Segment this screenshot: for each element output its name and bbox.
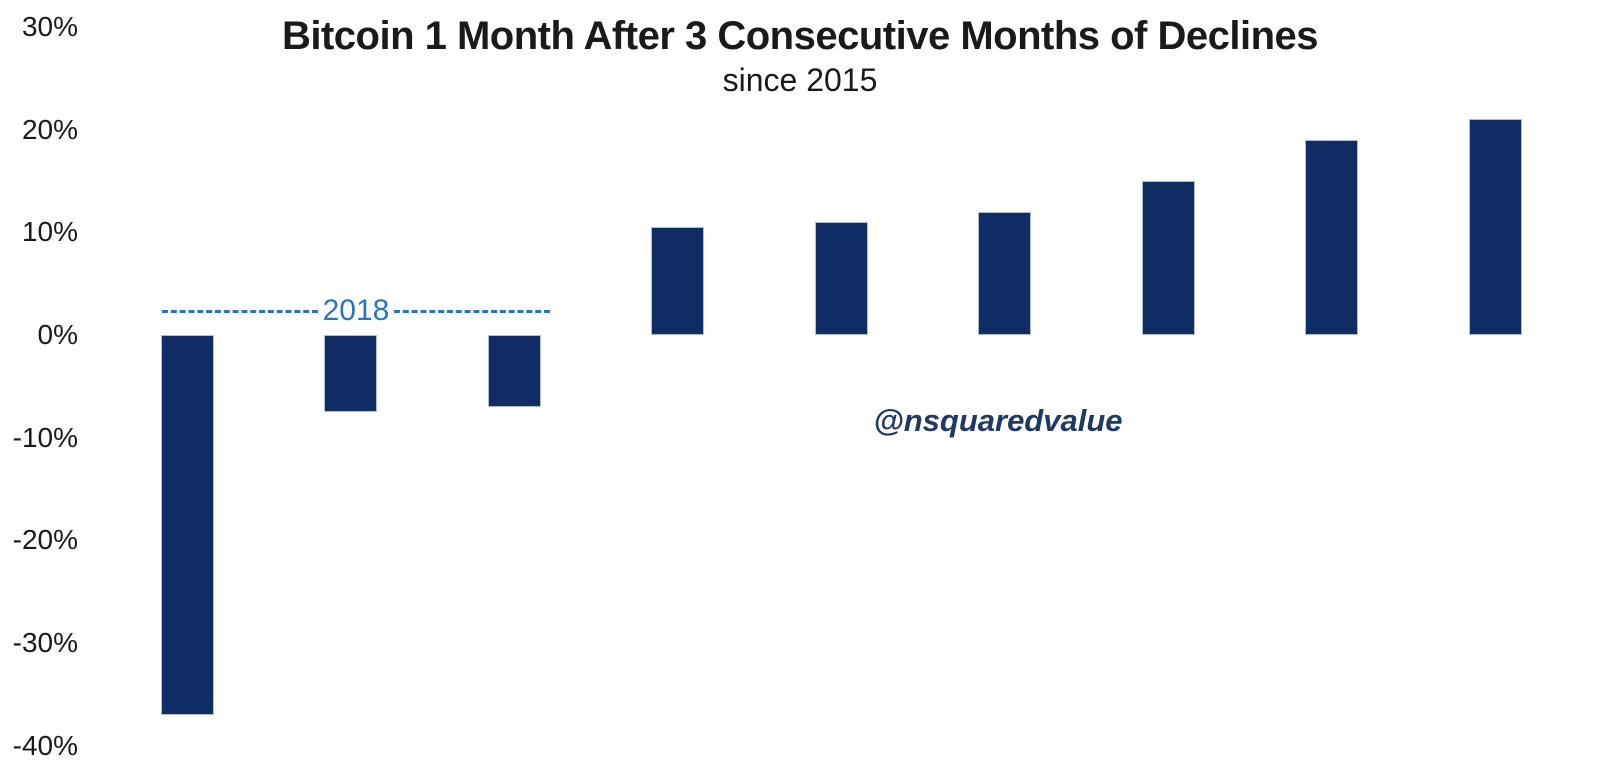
y-tick-label: -20% [12, 524, 78, 556]
y-tick-label: -40% [12, 729, 78, 761]
y-tick-label: 20% [21, 113, 78, 145]
y-tick-label: -10% [12, 421, 78, 453]
y-tick-label: 10% [21, 216, 78, 248]
bar [160, 335, 214, 715]
bar [1305, 139, 1358, 335]
bar [651, 227, 704, 335]
chart-subtitle: since 2015 [722, 62, 878, 98]
watermark-text: @nsquaredvalue [873, 403, 1123, 438]
bar [324, 335, 377, 413]
y-tick-label: 30% [21, 10, 78, 42]
y-tick-label: -30% [12, 627, 78, 659]
annotation-2018: 2018 [162, 294, 550, 328]
bar [978, 211, 1031, 335]
y-tick-label: 0% [37, 319, 78, 350]
chart-title: Bitcoin 1 Month After 3 Consecutive Mont… [281, 14, 1319, 58]
bar [1468, 119, 1522, 335]
bar [1141, 180, 1195, 335]
dash-line-right [394, 309, 550, 313]
dash-line-left [162, 309, 318, 313]
annotation-label: 2018 [322, 294, 390, 327]
bar [487, 335, 541, 407]
bar [814, 222, 868, 335]
